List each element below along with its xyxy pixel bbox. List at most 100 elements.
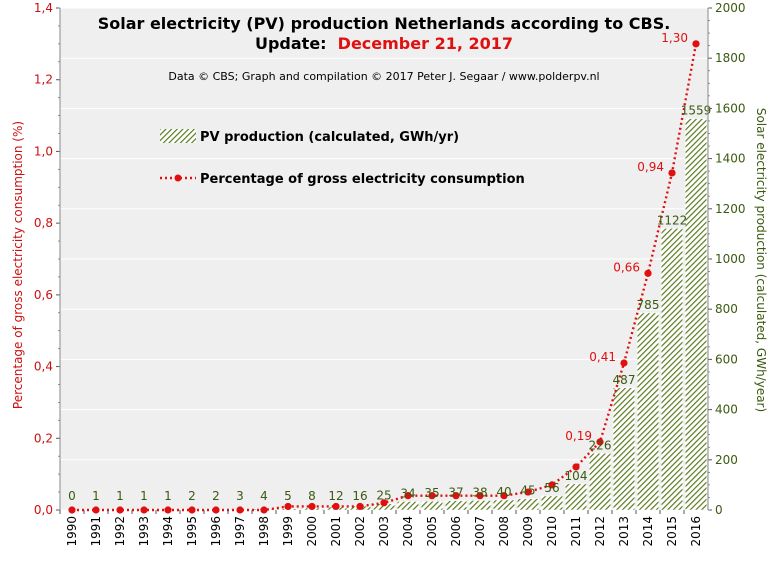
bar-label-2001: 12 [328, 489, 343, 503]
right-tick-label: 2000 [715, 1, 746, 15]
legend-line-marker [174, 174, 182, 182]
percentage-point-2011 [572, 463, 580, 471]
left-tick-label: 0,4 [34, 360, 53, 374]
left-tick-label: 0,6 [34, 288, 53, 302]
percentage-point-2005 [428, 492, 436, 500]
bar-2007 [468, 500, 492, 511]
left-tick-label: 1,0 [34, 144, 53, 158]
percentage-point-1994 [164, 506, 172, 514]
legend-bar-swatch [160, 129, 196, 143]
right-tick-label: 1400 [715, 152, 746, 166]
bar-label-2003: 25 [376, 489, 391, 503]
percentage-point-2004 [404, 492, 412, 500]
percentage-label-2012: 0,19 [565, 429, 592, 443]
percentage-point-1991 [92, 506, 100, 514]
percentage-point-2002 [356, 502, 364, 511]
x-tick-label-1993: 1993 [137, 516, 151, 547]
bar-label-2000: 8 [308, 489, 316, 503]
right-tick-label: 400 [715, 403, 738, 417]
x-tick-label-2009: 2009 [521, 516, 535, 547]
bar-label-2007: 38 [472, 485, 487, 499]
percentage-line-series [68, 40, 700, 514]
bar-2014 [636, 312, 660, 511]
x-tick-label-2010: 2010 [545, 516, 559, 547]
percentage-label-2014: 0,66 [613, 260, 640, 274]
right-axis: 0 200 400 600 800 1000 1200 1400 1600 1800 2000 [707, 1, 746, 517]
left-axis: 0,0 0,2 0,4 0,6 0,8 1,0 1,2 1,4 [34, 1, 61, 517]
bar-labels: 0 1 1 1 1 2 2 3 4 5 8 12 16 25 34 35 37 38 40 45 56104226487… [68, 104, 711, 503]
bar-label-2011: 104 [565, 469, 588, 483]
percentage-point-2012 [596, 438, 604, 446]
x-tick-label-1990: 1990 [65, 516, 79, 547]
left-tick-label: 0,8 [34, 216, 53, 230]
bar-2015 [660, 228, 684, 511]
percentage-point-2013 [620, 359, 628, 367]
bar-label-2016: 1559 [681, 104, 712, 118]
right-tick-label: 1000 [715, 252, 746, 266]
percentage-point-1997 [236, 506, 244, 514]
bar-label-1992: 1 [116, 489, 124, 503]
bar-label-2006: 37 [448, 486, 463, 500]
bar-label-1993: 1 [140, 489, 148, 503]
percentage-point-2009 [524, 488, 532, 496]
update-date: December 21, 2017 [338, 34, 513, 53]
bar-series [84, 118, 708, 511]
left-tick-label: 0,0 [34, 503, 53, 517]
bar-label-1997: 3 [236, 489, 244, 503]
percentage-point-1992 [116, 506, 124, 514]
percentage-labels: 0,19 0,41 0,66 0,94 1,30 [565, 31, 688, 443]
legend-line-label: Percentage of gross electricity consumpt… [200, 172, 525, 187]
x-tick-label-2007: 2007 [473, 516, 487, 547]
percentage-point-1990 [68, 506, 76, 514]
x-tick-label-1999: 1999 [281, 516, 295, 547]
x-tick-label-1992: 1992 [113, 516, 127, 547]
bar-2008 [492, 499, 516, 511]
right-tick-label: 200 [715, 453, 738, 467]
bar-label-1998: 4 [260, 489, 268, 503]
x-tick-label-2002: 2002 [353, 516, 367, 547]
right-tick-label: 800 [715, 302, 738, 316]
x-tick-label-2004: 2004 [401, 516, 415, 547]
left-tick-label: 0,2 [34, 431, 53, 445]
bar-label-2012: 226 [589, 438, 612, 452]
right-tick-label: 1600 [715, 101, 746, 115]
bar-2013 [612, 387, 636, 511]
bar-2010 [540, 495, 564, 511]
bar-label-1999: 5 [284, 489, 292, 503]
bar-label-2005: 35 [424, 486, 439, 500]
bar-label-2013: 487 [613, 373, 636, 387]
x-tick-label-2005: 2005 [425, 516, 439, 547]
x-tick-label-2015: 2015 [665, 516, 679, 547]
bar-label-2014: 785 [637, 298, 660, 312]
x-tick-label-1997: 1997 [233, 516, 247, 547]
x-tick-label-2000: 2000 [305, 516, 319, 547]
bar-label-1994: 1 [164, 489, 172, 503]
right-tick-label: 1200 [715, 202, 746, 216]
x-tick-label-2008: 2008 [497, 516, 511, 547]
x-tick-label-1991: 1991 [89, 516, 103, 547]
legend-bar-label: PV production (calculated, GWh/yr) [200, 130, 459, 145]
percentage-point-1993 [140, 506, 148, 514]
percentage-point-2016 [692, 40, 700, 48]
bar-2009 [516, 498, 540, 511]
x-tick-label-1994: 1994 [161, 516, 175, 547]
bar-label-2002: 16 [352, 489, 367, 503]
bar-label-2015: 1122 [657, 213, 688, 227]
percentage-point-2007 [476, 492, 484, 500]
bar-2005 [420, 500, 444, 511]
bar-label-1995: 2 [188, 489, 196, 503]
percentage-point-1995 [188, 506, 196, 514]
bar-label-2008: 40 [496, 485, 511, 499]
update-prefix: Update: [255, 34, 327, 53]
x-tick-label-2013: 2013 [617, 516, 631, 547]
percentage-label-2016: 1,30 [661, 31, 688, 45]
right-tick-label: 0 [715, 503, 723, 517]
bar-label-2010: 56 [544, 481, 559, 495]
percentage-point-2006 [452, 492, 460, 500]
bar-2016 [684, 118, 708, 511]
legend: PV production (calculated, GWh/yr) Perce… [160, 129, 525, 187]
bar-2011 [564, 483, 588, 511]
percentage-point-2014 [644, 269, 652, 277]
x-tick-label-2014: 2014 [641, 516, 655, 547]
x-tick-label-1995: 1995 [185, 516, 199, 547]
